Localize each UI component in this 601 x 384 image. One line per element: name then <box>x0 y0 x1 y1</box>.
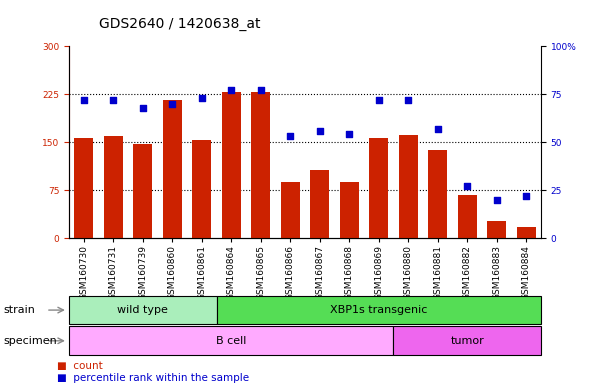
Bar <box>428 150 447 238</box>
Text: B cell: B cell <box>216 336 246 346</box>
Point <box>168 101 177 107</box>
Bar <box>133 144 153 238</box>
Point <box>433 126 442 132</box>
Bar <box>251 92 270 238</box>
Point <box>79 97 89 103</box>
Bar <box>163 101 182 238</box>
Text: GDS2640 / 1420638_at: GDS2640 / 1420638_at <box>99 17 261 31</box>
Bar <box>222 92 241 238</box>
Bar <box>281 182 300 238</box>
Bar <box>192 139 212 238</box>
Text: XBP1s transgenic: XBP1s transgenic <box>330 305 427 315</box>
Point <box>492 197 501 203</box>
Bar <box>75 137 93 238</box>
Text: strain: strain <box>3 305 35 315</box>
Bar <box>457 195 477 238</box>
Text: tumor: tumor <box>450 336 484 346</box>
Point <box>227 87 236 93</box>
Text: ■  count: ■ count <box>57 361 103 371</box>
Bar <box>310 170 329 238</box>
Bar <box>517 227 535 238</box>
Bar <box>487 221 506 238</box>
Point <box>315 127 325 134</box>
Point <box>285 133 295 139</box>
Point <box>374 97 383 103</box>
Text: ■  percentile rank within the sample: ■ percentile rank within the sample <box>57 373 249 383</box>
Point <box>462 183 472 189</box>
Bar <box>369 137 388 238</box>
Point <box>521 193 531 199</box>
Point <box>197 95 207 101</box>
Bar <box>398 135 418 238</box>
Point <box>109 97 118 103</box>
Point <box>138 104 148 111</box>
Point <box>256 87 266 93</box>
Bar <box>340 182 359 238</box>
Point <box>344 131 354 137</box>
Text: wild type: wild type <box>117 305 168 315</box>
Bar <box>104 136 123 238</box>
Point <box>403 97 413 103</box>
Text: specimen: specimen <box>3 336 56 346</box>
